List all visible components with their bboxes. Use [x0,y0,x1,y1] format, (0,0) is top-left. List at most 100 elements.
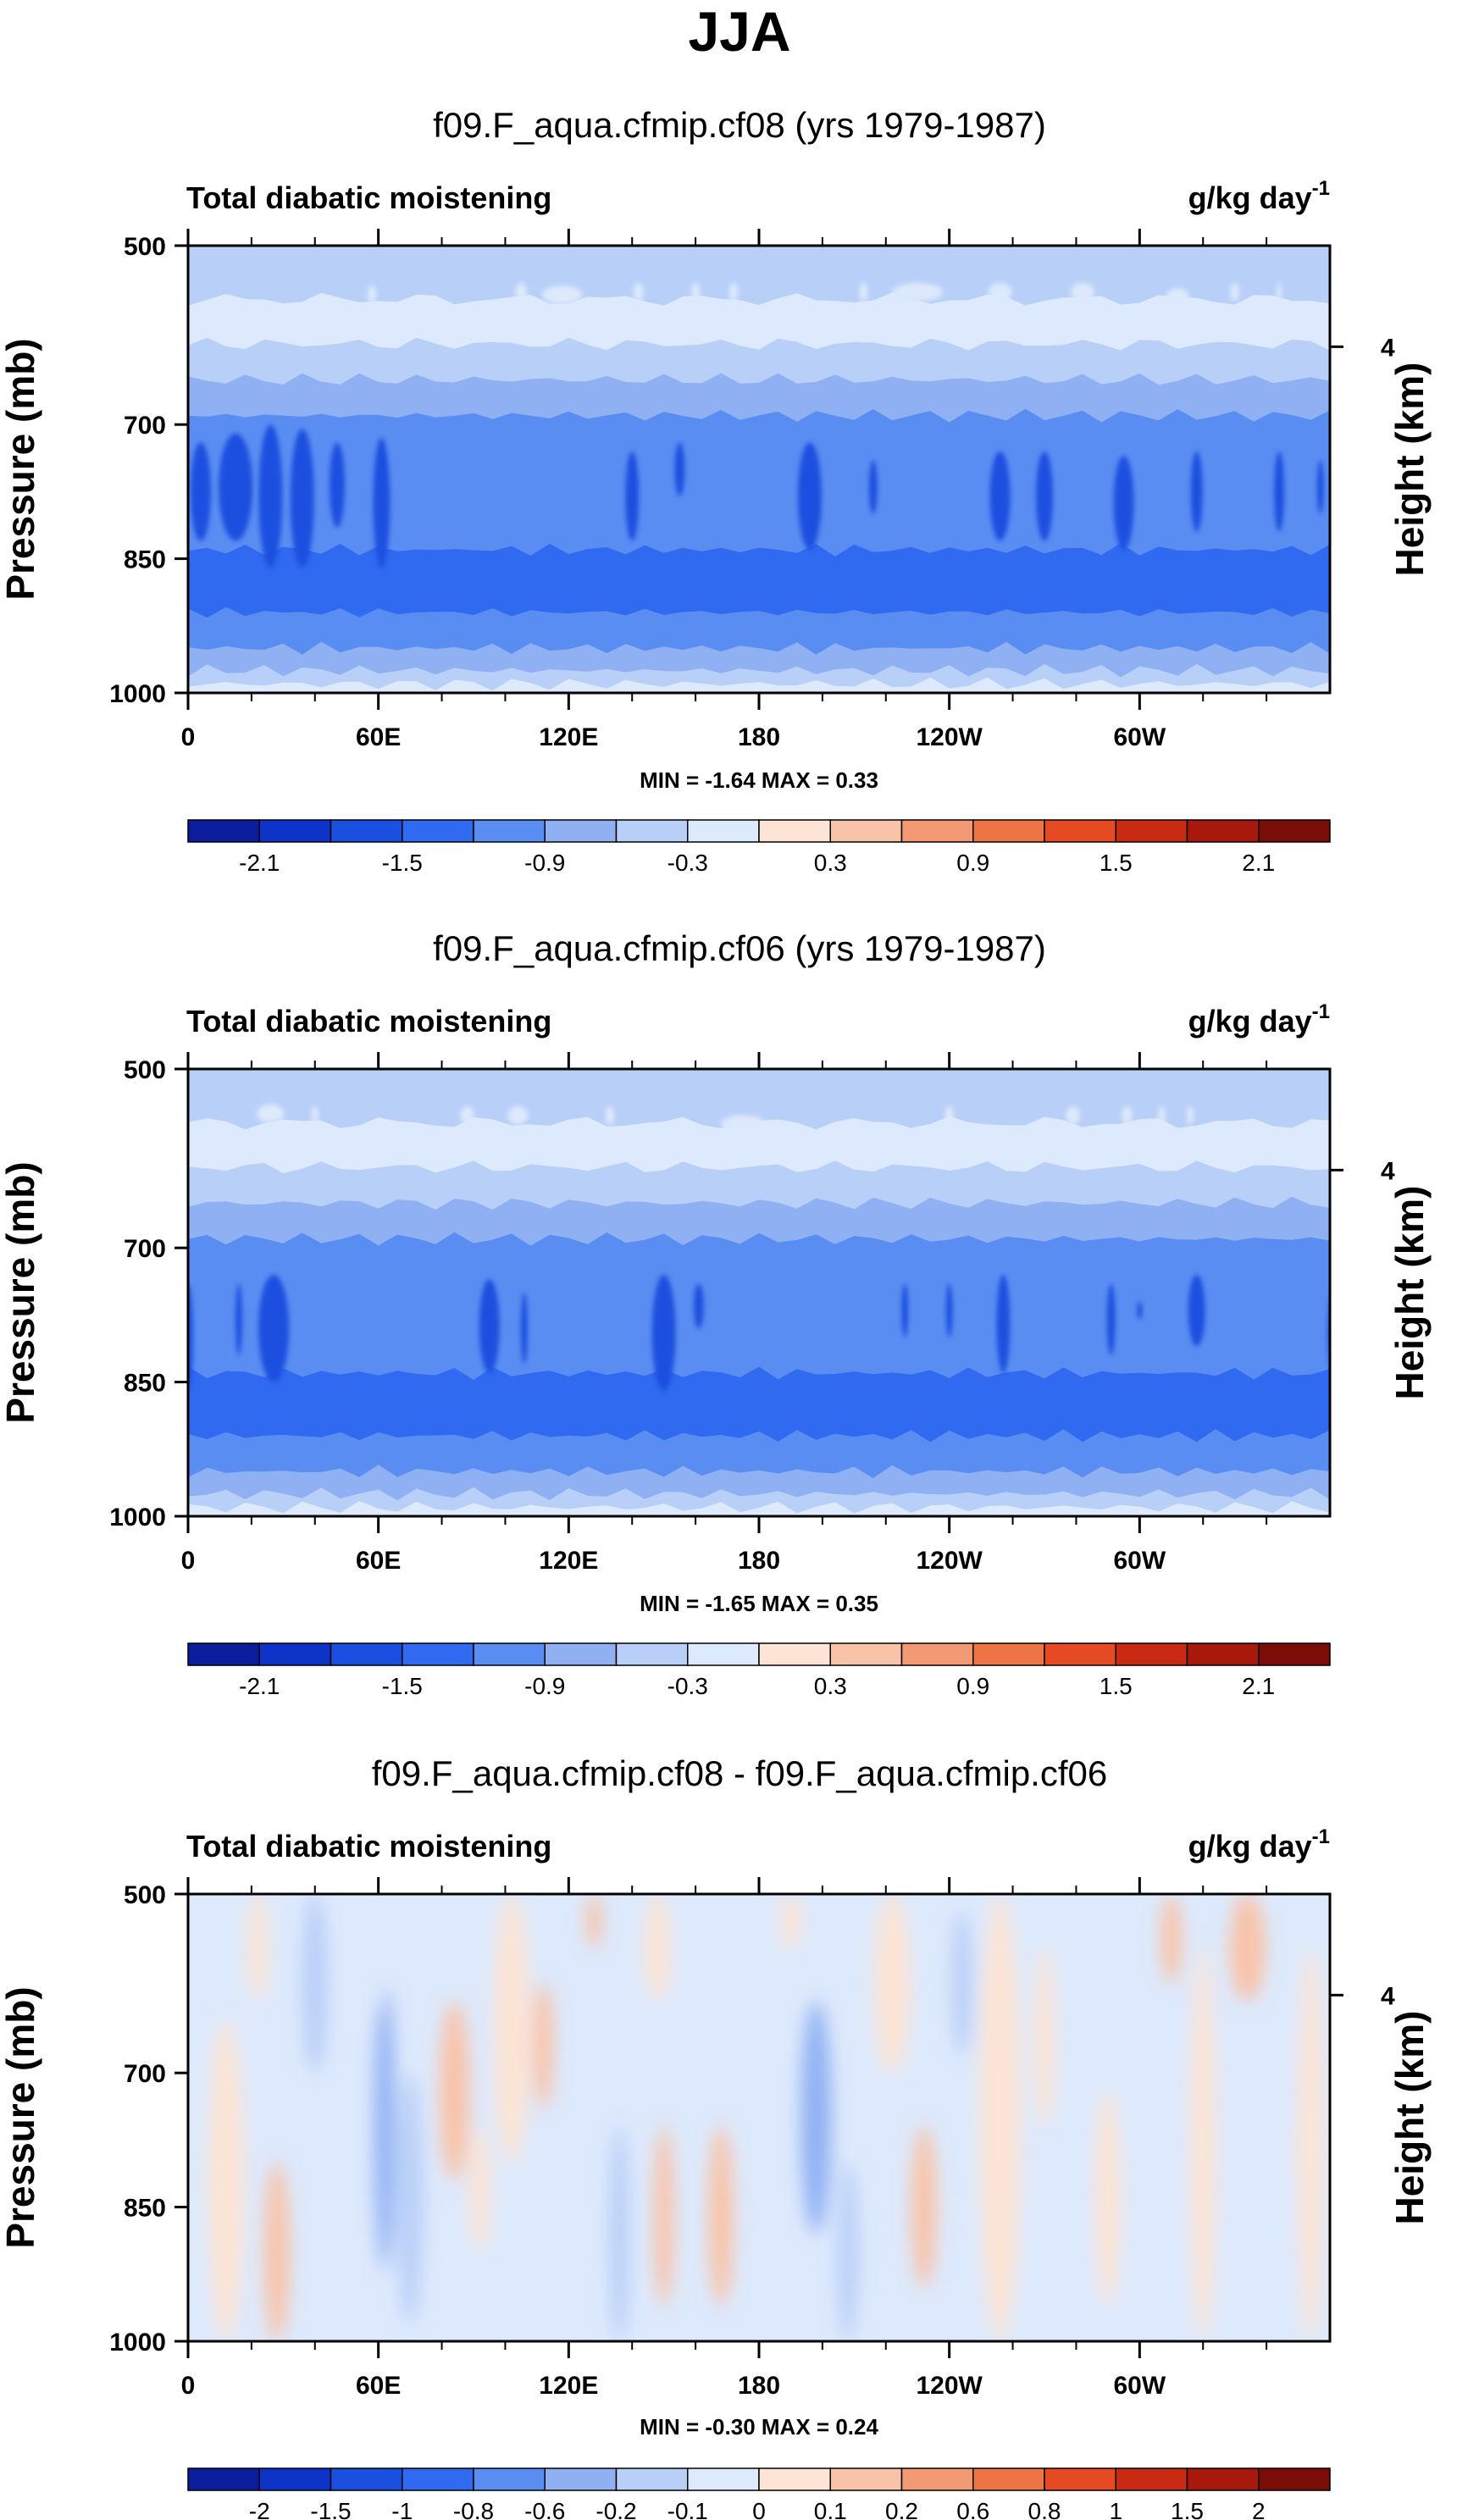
colorbar-label: 0 [752,2498,766,2520]
y-axis-label: Pressure (mb) [0,338,42,600]
y-tick-label: 850 [124,1370,166,1398]
colorbar-swatch [258,819,332,843]
contour-cell [586,1894,602,1948]
main-title: JJA [688,0,790,63]
contour-band [188,1429,1330,1479]
contour-cell [797,442,822,551]
y-axis: 500 700 850 1000 4 [109,1881,1395,2357]
contour-band [188,1501,1330,1516]
colorbar-label: -1.5 [310,2498,351,2520]
colorbar-label: 1.5 [1100,1673,1133,1699]
colorbar: -2.1 -1.5 -0.9 -0.3 0.3 0.9 1.5 2.1 [187,1642,1331,1699]
min-max-label: MIN = -1.64 MAX = 0.33 [640,767,878,793]
colorbar-swatch [330,1642,403,1666]
contour-cell [258,424,283,568]
contour-cell [606,1105,615,1125]
x-tick-label: 120E [539,723,598,751]
contour-cell [901,1283,909,1338]
colorbar-swatch [829,819,903,843]
contour-cell [800,2001,832,2235]
contour-cell [1277,282,1282,302]
x-tick-label: 0 [181,2372,196,2400]
contour-band [188,1160,1330,1210]
contour-cell [469,2126,490,2252]
colorbar-swatch [1258,819,1331,843]
contour-band [188,246,1330,307]
y-tick-label: 700 [124,1235,166,1263]
y-tick-label: 1000 [109,1504,166,1531]
colorbar-label: -0.1 [667,2498,708,2520]
colorbar-label: 0.9 [956,850,989,876]
contour-cell [541,285,583,305]
panel-title: f09.F_aqua.cfmip.cf08 (yrs 1979-1987) [433,105,1046,145]
contour-band [188,677,1330,693]
contour-cell [1066,1105,1080,1125]
variable-label: Total diabatic moistening [186,180,551,215]
contour-cell [780,1894,801,1948]
contour-cell [859,282,868,302]
x-axis: 0 60E 120E 180 120W 60W [181,1877,1268,2400]
units-label: g/kg day-1 [1188,1000,1330,1038]
contour-cell [1094,2091,1121,2306]
x-tick-label: 120E [539,1547,598,1575]
colorbar-swatch [687,2467,760,2491]
contour-cell [944,1105,954,1125]
colorbar-swatch [829,2467,903,2491]
colorbar-swatch [402,2467,474,2491]
contour-cell [996,1274,1011,1374]
contour-cell [1230,282,1239,302]
contour-bands [188,246,1330,693]
colorbar-swatch [473,2467,546,2491]
contour-cell [1070,282,1094,302]
panel-title: f09.F_aqua.cfmip.cf06 (yrs 1979-1987) [433,928,1046,968]
contour-band [188,373,1330,423]
y-axis-label: Pressure (mb) [0,1986,42,2248]
colorbar: -2 -1.5 -1 -0.8 -0.6 -0.2 -0.1 0 0.1 0.2 0.6 0.8 1 1.… [187,2467,1331,2520]
colorbar-swatch [972,819,1045,843]
contour-cells [188,1104,1330,1392]
contour-cell [625,451,640,541]
plot-area [188,1894,1330,2341]
x-tick-label: 120W [916,2372,983,2400]
units-label: g/kg day-1 [1188,1825,1330,1864]
contour-cell [868,460,878,514]
colorbar-swatch [330,2467,403,2491]
colorbar-label: -0.3 [667,850,708,876]
x-tick-label: 120W [916,723,983,751]
x-tick-label: 60W [1113,2372,1166,2400]
y-tick-label: 1000 [109,2329,166,2357]
contour-cell [1160,1894,1182,1984]
x-axis: 0 60E 120E 180 120W 60W [181,229,1268,751]
x-tick-label: 180 [738,2372,780,2400]
contour-cell [507,1105,529,1125]
contour-cell [1122,1105,1133,1125]
colorbar-swatch [687,1642,760,1666]
contour-cell [1106,1283,1116,1355]
colorbar-swatch [187,2467,260,2491]
colorbar-label: 2.1 [1242,850,1275,876]
y-right-axis-label: Height (km) [1388,363,1432,577]
contour-cell [1034,1947,1055,2127]
y-tick-label: 500 [124,233,166,261]
contour-cell [651,1274,676,1392]
contour-cell [691,282,701,302]
y-tick-label: 1000 [109,680,166,708]
contour-cell [219,433,253,541]
contour-cell [1274,451,1285,532]
y-axis: 500 700 850 1000 4 [109,233,1395,708]
colorbar-swatch [544,819,618,843]
contour-cell [1187,1105,1194,1125]
min-max-label: MIN = -1.65 MAX = 0.35 [640,1591,878,1616]
contour-cell [1137,1301,1143,1320]
colorbar-label: 0.1 [814,2498,847,2520]
contour-band [188,1232,1330,1381]
colorbar-swatch [972,1642,1045,1666]
x-tick-label: 60W [1113,723,1166,751]
contour-cell [520,1293,528,1365]
contour-cell [302,1894,328,2074]
panel-2: f09.F_aqua.cfmip.cf06 (yrs 1979-1987) To… [0,928,1432,1699]
colorbar-label: 0.3 [814,850,847,876]
contour-cell [247,1894,269,2002]
contour-cell [988,282,1012,302]
colorbar-swatch [1115,2467,1188,2491]
